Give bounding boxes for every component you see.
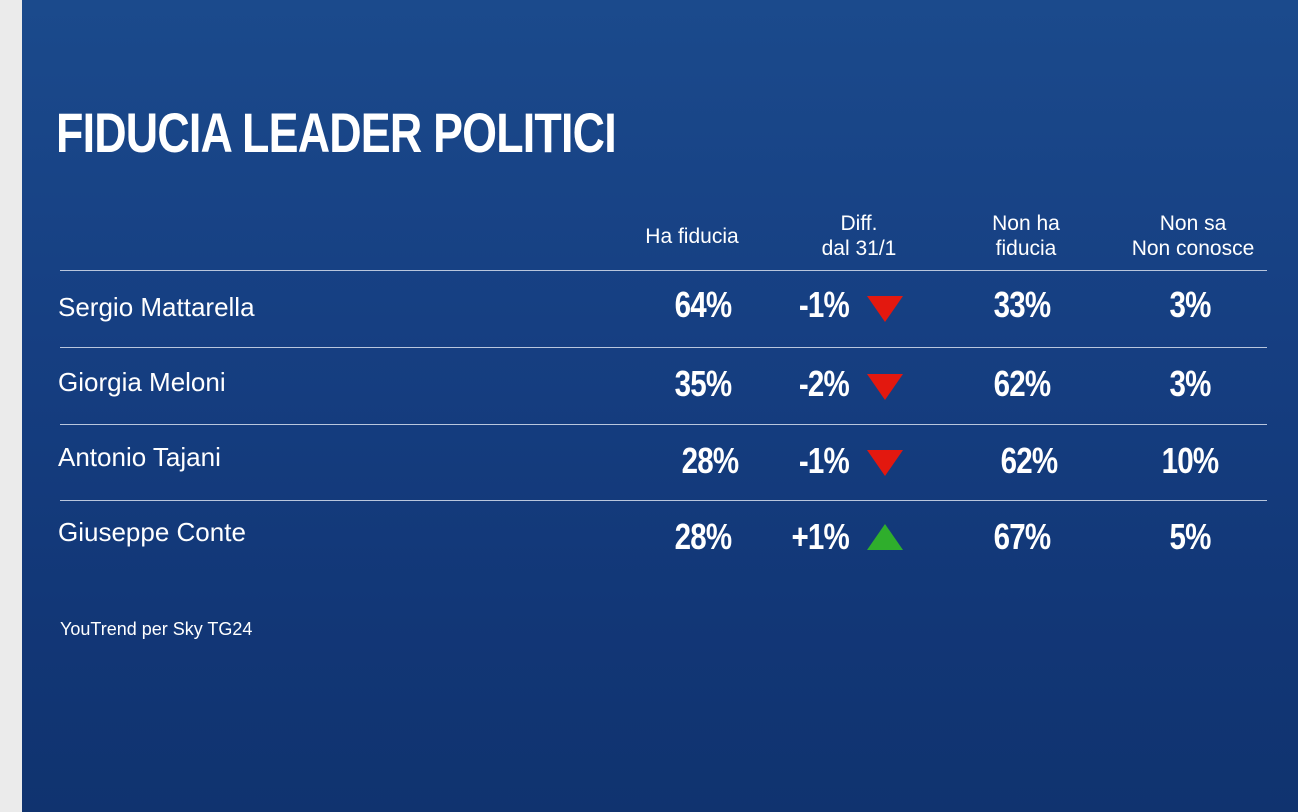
row-name: Sergio Mattarella [58,292,255,322]
header-diff-line1: Diff. [840,212,878,235]
header-notrust-line1: Non ha [992,212,1060,235]
header-notrust-line2: fiducia [995,237,1057,260]
header-diff-line2: dal 31/1 [821,237,897,260]
header-notrust: Non ha fiducia [936,211,1116,261]
cell-diff: +1% [791,516,849,557]
cell-dk: 5% [1169,516,1211,557]
chart-title: FIDUCIA LEADER POLITICI [56,101,617,164]
cell-trust: 28% [674,516,732,557]
cell-notrust: 62% [1000,440,1058,481]
trend-down-icon [867,374,903,400]
cell-dk: 10% [1161,440,1219,481]
header-diff: Diff. dal 31/1 [769,211,949,261]
row-name: Antonio Tajani [58,442,221,472]
cell-diff: -1% [798,284,850,325]
cell-dk: 3% [1169,363,1211,404]
row-divider [60,424,1267,425]
cell-trust: 28% [681,440,739,481]
trend-down-shape [867,450,903,476]
cell-dk: 3% [1169,284,1211,325]
header-dk-line2: Non conosce [1131,237,1255,260]
header-dk-line1: Non sa [1159,212,1227,235]
cell-notrust: 62% [993,363,1051,404]
cell-diff: -2% [798,363,850,404]
cell-notrust: 67% [993,516,1051,557]
row-divider [60,347,1267,348]
row-name: Giuseppe Conte [58,517,246,547]
header-divider [60,270,1267,271]
trend-up-shape [867,524,903,550]
infographic-panel: FIDUCIA LEADER POLITICI Ha fiducia Diff.… [22,0,1298,812]
trend-down-shape [867,296,903,322]
cell-trust: 35% [674,363,732,404]
header-trust-label: Ha fiducia [645,225,739,248]
trend-down-icon [867,296,903,322]
source-credit: YouTrend per Sky TG24 [60,619,253,639]
cell-trust: 64% [674,284,732,325]
header-trust: Ha fiducia [602,224,782,249]
trend-down-shape [867,374,903,400]
trend-down-icon [867,450,903,476]
trend-up-icon [867,524,903,550]
row-name: Giorgia Meloni [58,367,226,397]
header-dk: Non sa Non conosce [1103,211,1283,261]
cell-notrust: 33% [993,284,1051,325]
row-divider [60,500,1267,501]
cell-diff: -1% [798,440,850,481]
